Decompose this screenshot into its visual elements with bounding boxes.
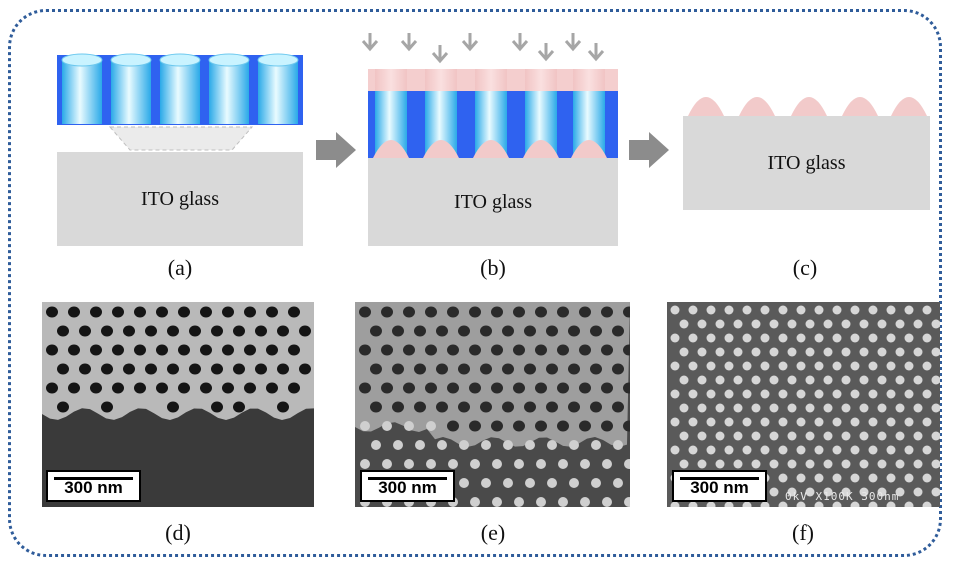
scale-bar-e: 300 nm [360,470,455,502]
deposit-column [573,69,605,91]
dotted-border-frame [8,9,942,557]
process-arrow-icon [316,132,356,168]
caption-f: (f) [792,520,814,545]
pore-top [110,53,152,67]
caption-e: (e) [480,520,506,545]
pore-top [159,53,201,67]
pore-top [208,53,250,67]
process-arrow-icon [629,132,669,168]
deposition-arrow-icon [431,45,449,64]
pore-top [257,53,299,67]
pore-top [61,53,103,67]
sem-instrument-text: 0kV X100K 300nm [785,490,900,503]
deposit-column [375,69,407,91]
caption-a: (a) [167,255,193,280]
ito-label-b: ITO glass [454,190,532,213]
scale-bar-f: 300 nm [672,470,767,502]
scale-bar-d: 300 nm [46,470,141,502]
deposit-column [425,69,457,91]
ito-label-c: ITO glass [767,151,846,174]
nanodot [423,140,459,158]
ito-substrate-c: ITO glass [683,116,930,210]
sem-image-f: 300 nm 0kV X100K 300nm [667,302,940,507]
deposition-arrow-icon [461,33,479,52]
pore-cylinder [258,60,298,124]
deposition-arrow-icon [537,43,555,62]
nanodot [739,97,775,116]
aao-template-a [57,53,303,151]
sem-image-d: 300 nm [42,302,314,507]
pore-cylinder [160,60,200,124]
nanodot [473,140,509,158]
ito-substrate-b: ITO glass [368,158,618,246]
sem-image-e: 300 nm [355,302,630,507]
caption-c: (c) [792,255,818,280]
nanodot [373,140,409,158]
nanodot [842,97,878,116]
ito-label-a: ITO glass [141,187,219,210]
ito-substrate-a: ITO glass [57,152,303,246]
nanodot [891,97,927,116]
pore-cylinder [62,60,102,124]
deposit-column [525,69,557,91]
caption-b: (b) [480,255,506,280]
nanodot [523,140,559,158]
pore-cylinder [111,60,151,124]
deposition-arrow-icon [400,33,418,52]
deposition-arrow-icon [511,33,529,52]
pore-cylinder [209,60,249,124]
nanodots-c [688,97,927,116]
template-on-substrate-b [361,33,618,158]
deposition-arrow-icon [587,43,605,62]
deposition-arrow-icon [564,33,582,52]
nanodot [688,97,724,116]
nanodot [791,97,827,116]
deposition-arrow-icon [361,33,379,52]
deposit-column [475,69,507,91]
caption-d: (d) [165,520,191,545]
nanodot [571,140,607,158]
